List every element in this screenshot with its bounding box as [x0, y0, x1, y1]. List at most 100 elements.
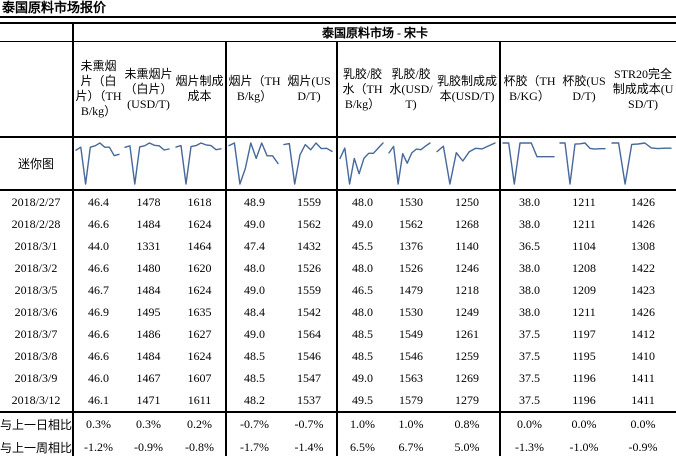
value-cell: 1635 — [187, 304, 212, 319]
value-cell: 48.0 — [336, 190, 387, 213]
percent-cell: -0.7% — [225, 412, 282, 436]
column-header: 杯胶（THB/KG） — [499, 41, 558, 138]
table-row: 2018/3/6 46.9 1495 1635 48.4 1542 48.0 1530 1249… — [0, 301, 676, 323]
percent-cell: -0.9% — [628, 440, 658, 454]
percent-cell: 1.0% — [398, 417, 424, 431]
value-cell: 47.4 — [225, 235, 282, 257]
value-cell: 46.4 — [72, 190, 123, 213]
value-cell: 1268 — [455, 216, 479, 231]
value-cell: 38.0 — [499, 213, 558, 235]
sparkline-cell — [72, 137, 123, 191]
sparkline-row: 迷你图 — [0, 137, 676, 191]
value-cell: 1549 — [399, 326, 423, 341]
value-cell: 49.0 — [336, 213, 387, 235]
table-row: 2018/3/12 46.1 1471 1611 48.2 1537 49.5 1579 127… — [0, 389, 676, 413]
value-cell: 1426 — [631, 216, 656, 231]
value-cell: 1559 — [297, 282, 321, 297]
percent-cell: 0.0% — [630, 417, 656, 431]
value-cell: 49.0 — [225, 279, 282, 301]
date-cell: 2018/3/6 — [0, 301, 74, 323]
percent-cell: 0.3% — [72, 412, 123, 436]
value-cell: 46.6 — [72, 213, 123, 235]
value-cell: 1426 — [631, 194, 656, 209]
percent-cell: 0.8% — [454, 417, 480, 431]
value-cell: 37.5 — [499, 345, 558, 367]
value-cell: 1530 — [399, 304, 423, 319]
value-cell: 1208 — [572, 260, 596, 275]
sparkline — [124, 142, 170, 185]
value-cell: 1530 — [399, 194, 423, 209]
value-cell: 1211 — [572, 304, 596, 319]
value-cell: 1546 — [297, 348, 321, 363]
value-cell: 48.5 — [336, 345, 387, 367]
value-cell: 48.0 — [336, 257, 387, 279]
value-cell: 38.0 — [499, 279, 558, 301]
value-cell: 1195 — [572, 348, 596, 363]
column-header-empty — [0, 41, 74, 138]
value-cell: 1376 — [399, 238, 423, 253]
value-cell: 1562 — [399, 216, 423, 231]
sparkline — [75, 142, 120, 185]
comparison-row: 与上一日相比 0.3% 0.3% 0.2% -0.7% -0.7% 1.0% 1.0% 0.8%… — [0, 412, 676, 436]
value-cell: 46.5 — [336, 279, 387, 301]
sparkline — [283, 142, 333, 185]
value-cell: 48.5 — [225, 367, 282, 389]
value-cell: 1618 — [187, 194, 212, 209]
column-header: 杯胶(USD/T) — [558, 41, 610, 138]
value-cell: 1627 — [187, 326, 212, 341]
sparkline — [228, 142, 279, 185]
value-cell: 1479 — [399, 282, 423, 297]
value-cell: 48.4 — [225, 301, 282, 323]
value-cell: 1196 — [572, 370, 596, 385]
value-cell: 46.6 — [72, 323, 123, 345]
value-cell: 46.7 — [72, 279, 123, 301]
column-header: 未熏烟片（白片）(USD/T) — [123, 41, 174, 138]
value-cell: 46.9 — [72, 301, 123, 323]
table-row: 2018/3/1 44.0 1331 1464 47.4 1432 45.5 1376 1140… — [0, 235, 676, 257]
value-cell: 1104 — [572, 238, 596, 253]
value-cell: 1484 — [136, 282, 161, 297]
percent-cell: -1.7% — [225, 436, 282, 456]
value-cell: 1308 — [631, 238, 656, 253]
table-row: 2018/3/2 46.6 1480 1620 48.0 1526 48.0 1526 1246… — [0, 257, 676, 279]
percent-cell: 5.0% — [454, 440, 480, 454]
value-cell: 1246 — [455, 260, 479, 275]
percent-cell: -0.9% — [134, 440, 163, 454]
value-cell: 48.5 — [336, 323, 387, 345]
percent-cell: 6.5% — [336, 436, 387, 456]
value-cell: 1546 — [399, 348, 423, 363]
value-cell: 45.5 — [336, 235, 387, 257]
value-cell: 1486 — [136, 326, 161, 341]
percent-cell: 0.3% — [136, 417, 161, 431]
value-cell: 1259 — [455, 348, 479, 363]
value-cell: 1624 — [187, 282, 212, 297]
value-cell: 38.0 — [499, 257, 558, 279]
value-cell: 48.2 — [225, 389, 282, 413]
value-cell: 1211 — [572, 194, 596, 209]
value-cell: 1269 — [455, 370, 479, 385]
date-cell: 2018/3/1 — [0, 235, 74, 257]
value-cell: 1607 — [187, 370, 212, 385]
value-cell: 46.0 — [72, 367, 123, 389]
value-cell: 1564 — [297, 326, 321, 341]
percent-cell: -1.2% — [72, 436, 123, 456]
sparkline-cell — [435, 137, 500, 191]
percent-cell: 1.0% — [336, 412, 387, 436]
value-cell: 46.6 — [72, 345, 123, 367]
sparkline-cell — [610, 137, 676, 191]
value-cell: 38.0 — [499, 190, 558, 213]
date-cell: 2018/2/28 — [0, 213, 74, 235]
date-cell: 2018/3/5 — [0, 279, 74, 301]
sparkline — [339, 142, 384, 185]
value-cell: 1464 — [187, 238, 212, 253]
sparkline-cell — [499, 137, 558, 191]
date-cell: 2018/3/12 — [0, 389, 74, 413]
value-cell: 1559 — [297, 194, 321, 209]
date-cell: 2018/3/7 — [0, 323, 74, 345]
value-cell: 1563 — [399, 370, 423, 385]
table-row: 2018/2/28 46.6 1484 1624 49.0 1562 49.0 1562 126… — [0, 213, 676, 235]
column-header: 乳胶/胶水（THB/kg） — [336, 41, 387, 138]
value-cell: 1624 — [187, 348, 212, 363]
sparkline-cell — [123, 137, 174, 191]
value-cell: 1261 — [455, 326, 479, 341]
